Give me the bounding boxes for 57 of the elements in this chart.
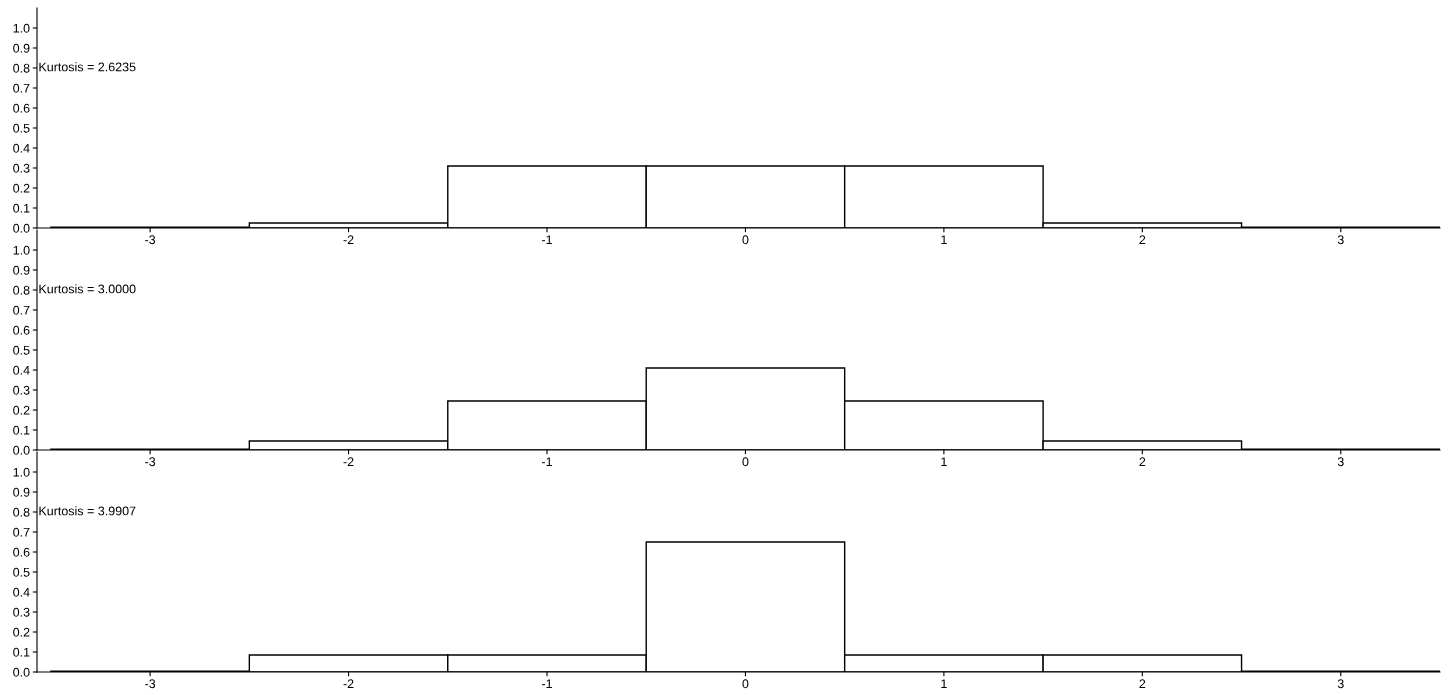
x-tick-label: 1	[941, 457, 947, 466]
x-tick-label: 1	[941, 235, 947, 244]
x-tick-label: 0	[742, 235, 749, 245]
y-tick-label: 0.6	[13, 325, 30, 335]
y-tick-label: 0.8	[13, 63, 30, 73]
y-tick-label: 0.5	[13, 567, 30, 577]
y-tick-label: 0.6	[13, 547, 30, 557]
y-tick-label: 0.5	[13, 123, 30, 133]
x-tick-label: -2	[343, 679, 354, 688]
y-tick-label: 0.2	[13, 405, 30, 415]
y-tick-label: 0.1	[13, 425, 30, 435]
x-tick-label: 2	[1139, 235, 1146, 244]
x-tick-label: 3	[1337, 457, 1344, 467]
y-tick-label: 0.7	[13, 83, 30, 93]
x-tick-label: -3	[145, 679, 156, 689]
x-tick-label: -2	[343, 457, 354, 466]
annotation: Kurtosis = 3.9907	[39, 506, 136, 516]
y-tick-label: 1.0	[13, 23, 30, 33]
x-tick-label: -1	[542, 457, 552, 466]
x-tick-label: -3	[145, 457, 156, 467]
y-tick-label: 0.0	[13, 223, 30, 233]
y-tick-label: 1.0	[13, 245, 30, 255]
y-tick-label: 0.3	[13, 163, 30, 173]
y-tick-label: 0.7	[13, 305, 30, 315]
y-tick-label: 0.0	[13, 667, 30, 677]
x-tick-label: -1	[542, 235, 552, 244]
y-tick-label: 0.4	[13, 587, 30, 597]
y-tick-label: 0.7	[13, 527, 30, 537]
x-tick-label: 3	[1337, 679, 1344, 689]
x-tick-label: 2	[1139, 457, 1146, 466]
y-tick-label: 0.9	[13, 265, 30, 275]
x-tick-label: 0	[742, 457, 749, 467]
y-tick-label: 0.9	[13, 43, 30, 53]
y-tick-label: 0.0	[13, 445, 30, 455]
y-tick-label: 0.4	[13, 143, 30, 153]
x-tick-label: 1	[941, 679, 947, 688]
y-tick-label: 0.3	[13, 607, 30, 617]
x-tick-label: 3	[1337, 235, 1344, 245]
x-tick-label: 0	[742, 679, 749, 689]
y-tick-label: 0.4	[13, 365, 30, 375]
y-tick-label: 0.5	[13, 345, 30, 355]
y-tick-label: 0.8	[13, 507, 30, 517]
y-tick-label: 0.1	[13, 203, 30, 213]
y-tick-label: 0.9	[13, 487, 30, 497]
y-tick-label: 0.1	[13, 647, 30, 657]
y-tick-label: 0.3	[13, 385, 30, 395]
annotation: Kurtosis = 2.6235	[39, 62, 136, 72]
annotation: Kurtosis = 3.0000	[39, 284, 136, 294]
y-tick-label: 0.8	[13, 285, 30, 295]
y-tick-label: 0.6	[13, 103, 30, 113]
x-tick-label: -2	[343, 235, 354, 244]
y-tick-label: 0.2	[13, 627, 30, 637]
x-tick-label: -3	[145, 235, 156, 245]
y-tick-label: 0.2	[13, 183, 30, 193]
y-tick-label: 1.0	[13, 467, 30, 477]
x-tick-label: -1	[542, 679, 552, 688]
x-tick-label: 2	[1139, 679, 1146, 688]
